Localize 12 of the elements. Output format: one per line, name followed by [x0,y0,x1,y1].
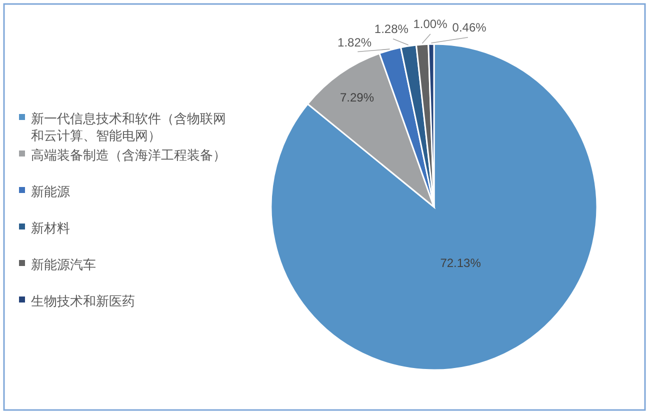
data-label: 7.29% [340,90,374,105]
legend-label: 新能源 [31,184,70,198]
data-label: 72.13% [440,256,482,270]
legend-label: 高端装备制造（含海洋工程装备） [31,147,226,162]
data-label: 1.28% [374,22,409,36]
legend-label: 新一代信息技术和软件（含物联网和云计算、智能电网） [31,110,226,142]
data-label: 0.46% [452,20,487,34]
data-label: 1.82% [338,35,372,50]
legend-label: 新能源汽车 [31,256,96,272]
legend-label: 生物技术和新医药 [31,293,135,308]
data-label: 1.00% [413,17,448,32]
legend-label: 新材料 [31,220,70,235]
